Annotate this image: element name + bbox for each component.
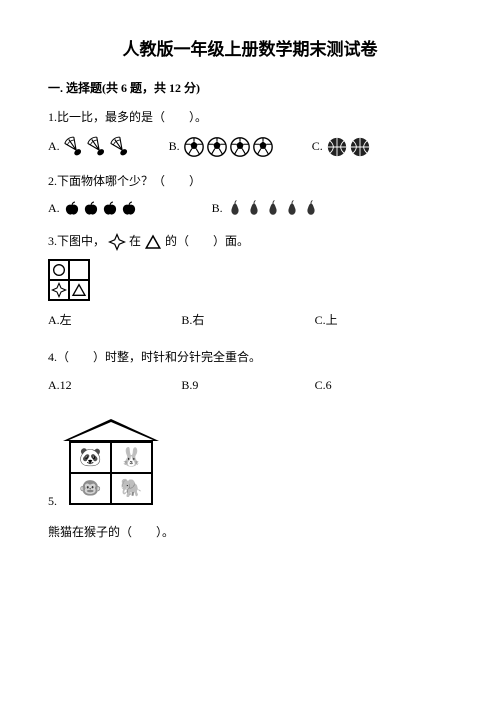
q5-window: 🐼 🐰 🐵 🐘: [69, 441, 153, 505]
q1-a-icons: [63, 136, 131, 158]
page-title: 人教版一年级上册数学期末测试卷: [48, 36, 452, 63]
q2-text: 2.下面物体哪个少？（ ）: [48, 172, 452, 191]
q4-option-b: B.9: [181, 376, 314, 395]
q3-option-a: A.左: [48, 311, 181, 330]
q4-option-c: C.6: [315, 376, 448, 395]
q1-option-a: A.: [48, 136, 131, 158]
q3-mid: 在: [129, 234, 141, 248]
q5-elephant-icon: 🐘: [111, 473, 152, 504]
q2-option-b: B.: [212, 199, 320, 218]
question-5: 5. 🐼 🐰 🐵 🐘 熊猫在猴子的（ ）。: [48, 411, 452, 542]
q5-text: 熊猫在猴子的（ ）。: [48, 523, 452, 542]
q1-options: A. B.: [48, 136, 452, 158]
q4-options: A.12 B.9 C.6: [48, 376, 452, 395]
q2-options: A. B.: [48, 199, 452, 218]
q1-option-c: C.: [312, 136, 371, 158]
q5-house: 🐼 🐰 🐵 🐘: [63, 419, 159, 509]
q5-rabbit-icon: 🐰: [111, 442, 152, 473]
q3-option-c: C.上: [315, 311, 448, 330]
q2-b-icons: [226, 199, 320, 217]
q4-text: 4.（ ）时整，时针和分针完全重合。: [48, 348, 452, 367]
q1-c-icons: [326, 136, 371, 158]
q3-grid: [48, 259, 90, 301]
q4-option-a: A.12: [48, 376, 181, 395]
section-1-header: 一. 选择题(共 6 题，共 12 分): [48, 79, 452, 98]
q2-option-a: A.: [48, 199, 138, 218]
q3-options: A.左 B.右 C.上: [48, 311, 452, 330]
q5-num: 5.: [48, 492, 57, 511]
q2-a-label: A.: [48, 199, 60, 218]
q3-grid-tr: [69, 260, 89, 280]
q3-post: 的（ ）面。: [165, 234, 249, 248]
q2-b-label: B.: [212, 199, 223, 218]
q1-text: 1.比一比，最多的是（ ）。: [48, 108, 452, 127]
question-2: 2.下面物体哪个少？（ ） A. B.: [48, 172, 452, 218]
q5-monkey-icon: 🐵: [70, 473, 111, 504]
question-1: 1.比一比，最多的是（ ）。 A. B.: [48, 108, 452, 157]
q5-panda-icon: 🐼: [70, 442, 111, 473]
q3-grid-bl: [49, 280, 69, 300]
q1-b-icons: [183, 136, 274, 158]
q3-star-icon: [108, 233, 126, 251]
q1-a-label: A.: [48, 137, 60, 156]
q3-triangle-icon: [144, 233, 162, 251]
q2-a-icons: [63, 199, 138, 217]
question-3: 3.下图中， 在 的（ ）面。 A.左 B.右 C.上: [48, 232, 452, 330]
q3-grid-br: [69, 280, 89, 300]
q1-option-b: B.: [169, 136, 274, 158]
question-4: 4.（ ）时整，时针和分针完全重合。 A.12 B.9 C.6: [48, 348, 452, 394]
q1-c-label: C.: [312, 137, 323, 156]
q3-grid-tl: [49, 260, 69, 280]
q1-b-label: B.: [169, 137, 180, 156]
q3-pre: 3.下图中，: [48, 234, 105, 248]
q3-option-b: B.右: [181, 311, 314, 330]
q3-text: 3.下图中， 在 的（ ）面。: [48, 232, 452, 251]
